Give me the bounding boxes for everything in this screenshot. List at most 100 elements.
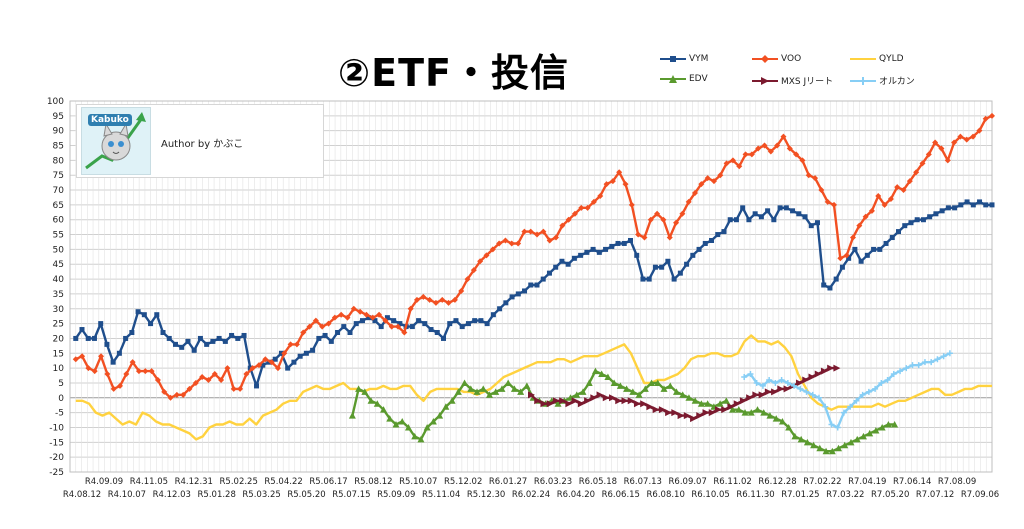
data-point-vym [846,255,852,261]
data-point-mxs [534,397,542,405]
data-point-edv [386,415,394,422]
data-point-vym [621,240,627,246]
data-point-vym [347,330,353,336]
data-point-vym [808,223,814,229]
data-point-mxs [658,406,666,414]
data-point-voo [521,228,528,235]
data-point-voo [135,368,142,375]
data-point-vym [927,214,933,220]
x-tick-label-bottom: R6.11.30 [736,490,774,500]
data-point-voo [91,368,98,375]
data-point-vym [833,276,839,282]
x-tick-label-bottom: R7.07.12 [916,490,954,500]
data-point-vym [540,276,546,282]
data-point-orukan [797,385,804,392]
legend-label-qyld: QYLD [879,54,904,64]
data-point-voo [660,216,667,223]
legend-label-vym: VYM [689,54,709,64]
data-point-vym [378,324,384,330]
data-point-vym [727,217,733,223]
data-point-vym [802,214,808,220]
data-point-mxs [683,412,691,420]
data-point-edv [729,406,737,413]
data-point-edv [473,388,481,395]
y-tick-label: 20 [53,334,65,344]
data-point-edv [348,412,356,419]
data-point-vym [783,205,789,211]
data-point-voo [824,198,831,205]
data-point-mxs [609,394,617,402]
data-point-edv [872,426,880,434]
data-point-edv [847,438,855,446]
data-point-vym [197,335,203,341]
data-point-vym [796,211,802,217]
data-point-voo [85,365,92,372]
data-point-voo [635,231,642,238]
data-point-voo [205,376,212,383]
data-point-voo [281,350,288,357]
x-tick-label-top: R4.12.31 [175,477,213,487]
data-point-orukan [766,376,773,383]
data-point-voo [426,296,433,303]
data-point-voo [180,391,187,398]
series-lines [72,112,995,455]
data-point-vym [297,353,303,359]
x-tick-label-bottom: R7.03.22 [826,490,864,500]
data-point-edv [635,391,643,398]
data-point-mxs [627,397,635,405]
data-point-voo [565,216,572,223]
kabuko-logo: Kabuko [81,107,151,175]
data-point-edv [510,385,518,392]
data-point-edv [803,438,811,446]
data-point-vym [459,324,465,330]
data-point-edv [760,409,768,416]
x-tick-label-bottom: R6.08.10 [647,490,685,500]
data-point-voo [729,157,736,164]
data-point-edv [772,415,780,422]
data-point-voo [256,362,263,369]
data-point-voo [698,181,705,188]
data-point-voo [470,267,477,274]
data-point-edv [641,385,649,392]
data-point-vym [441,335,447,341]
data-point-edv [666,382,674,389]
data-point-vym [129,330,135,336]
data-point-vym [871,246,877,252]
data-point-vym [210,338,216,344]
x-tick-label-bottom: R6.02.24 [512,490,550,500]
data-point-voo [161,388,168,395]
x-tick-label-bottom: R7.09.06 [961,490,999,500]
data-point-edv [679,391,687,398]
data-point-mxs [677,412,685,420]
data-point-voo [445,299,452,306]
legend-marker-voo [752,55,778,63]
data-point-mxs [721,406,729,414]
data-point-voo [786,145,793,152]
data-point-orukan [809,391,816,398]
data-point-edv [517,388,525,395]
data-point-voo [432,299,439,306]
data-point-voo [761,142,768,149]
data-point-voo [780,133,787,140]
data-point-voo [72,356,79,363]
chart-title: ②ETF・投信 [338,51,570,95]
data-point-edv [722,397,730,404]
data-point-edv [573,391,581,398]
data-point-voo [464,276,471,283]
data-point-voo [862,213,869,220]
data-point-vym [384,315,390,321]
data-point-voo [799,157,806,164]
data-point-voo [963,136,970,143]
data-point-vym [434,330,440,336]
data-point-vym [889,235,895,241]
data-point-vym [977,199,983,205]
data-point-vym [98,321,104,327]
data-point-mxs [552,397,560,405]
data-point-vym [970,202,976,208]
data-point-orukan [791,382,798,389]
data-point-voo [616,169,623,176]
data-point-vym [590,246,596,252]
data-point-vym [185,338,191,344]
y-tick-label: -15 [49,438,64,448]
data-point-vym [416,318,422,324]
